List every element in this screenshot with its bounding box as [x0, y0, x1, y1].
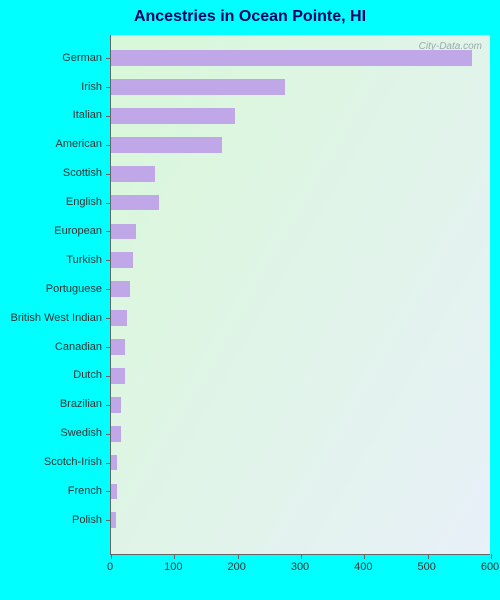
ylabel: Portuguese	[46, 283, 102, 295]
ytick-mark	[106, 203, 111, 204]
ylabel: Brazilian	[60, 398, 102, 410]
ytick-mark	[106, 463, 111, 464]
xtick-mark	[491, 554, 492, 559]
ytick-mark	[106, 491, 111, 492]
bar	[111, 281, 130, 297]
ylabel: Turkish	[66, 254, 102, 266]
ytick-mark	[106, 347, 111, 348]
xtick-mark	[364, 554, 365, 559]
xtick-label: 500	[417, 561, 435, 573]
xtick-mark	[174, 554, 175, 559]
ytick-mark	[106, 405, 111, 406]
ylabel: Scotch-Irish	[44, 456, 102, 468]
ylabel: Swedish	[60, 427, 102, 439]
bar	[111, 166, 155, 182]
bar	[111, 484, 117, 500]
ylabel: Dutch	[73, 369, 102, 381]
bar	[111, 50, 472, 66]
bar	[111, 426, 121, 442]
bar	[111, 195, 159, 211]
bar	[111, 512, 116, 528]
xtick-label: 200	[227, 561, 245, 573]
ytick-mark	[106, 231, 111, 232]
ytick-mark	[106, 145, 111, 146]
bar	[111, 368, 125, 384]
ylabel: Polish	[72, 514, 102, 526]
ytick-mark	[106, 260, 111, 261]
ylabel: Italian	[73, 109, 102, 121]
xtick-mark	[111, 554, 112, 559]
xtick-label: 400	[354, 561, 372, 573]
ylabel: American	[56, 138, 102, 150]
ytick-mark	[106, 318, 111, 319]
ylabel: European	[54, 225, 102, 237]
ylabel: English	[66, 196, 102, 208]
ytick-mark	[106, 174, 111, 175]
bar	[111, 79, 285, 95]
ylabel: Canadian	[55, 341, 102, 353]
ytick-mark	[106, 376, 111, 377]
bar	[111, 310, 127, 326]
ytick-mark	[106, 289, 111, 290]
ytick-mark	[106, 87, 111, 88]
xtick-mark	[238, 554, 239, 559]
ylabel: British West Indian	[10, 312, 102, 324]
bar	[111, 252, 133, 268]
bar	[111, 455, 117, 471]
chart-title: Ancestries in Ocean Pointe, HI	[0, 8, 500, 26]
xtick-mark	[428, 554, 429, 559]
ytick-mark	[106, 116, 111, 117]
xtick-label: 600	[481, 561, 499, 573]
ylabel: French	[68, 485, 102, 497]
xtick-label: 0	[107, 561, 113, 573]
ylabel: Irish	[81, 81, 102, 93]
ytick-mark	[106, 520, 111, 521]
plot-area: City-Data.com	[110, 35, 490, 555]
bar	[111, 339, 125, 355]
chart-container: Ancestries in Ocean Pointe, HI City-Data…	[0, 0, 500, 600]
xtick-mark	[301, 554, 302, 559]
bar	[111, 224, 136, 240]
xtick-label: 100	[164, 561, 182, 573]
bar	[111, 397, 121, 413]
ytick-mark	[106, 434, 111, 435]
bar	[111, 137, 222, 153]
ytick-mark	[106, 58, 111, 59]
ylabel: Scottish	[63, 167, 102, 179]
ylabel: German	[62, 52, 102, 64]
xtick-label: 300	[291, 561, 309, 573]
bar	[111, 108, 235, 124]
